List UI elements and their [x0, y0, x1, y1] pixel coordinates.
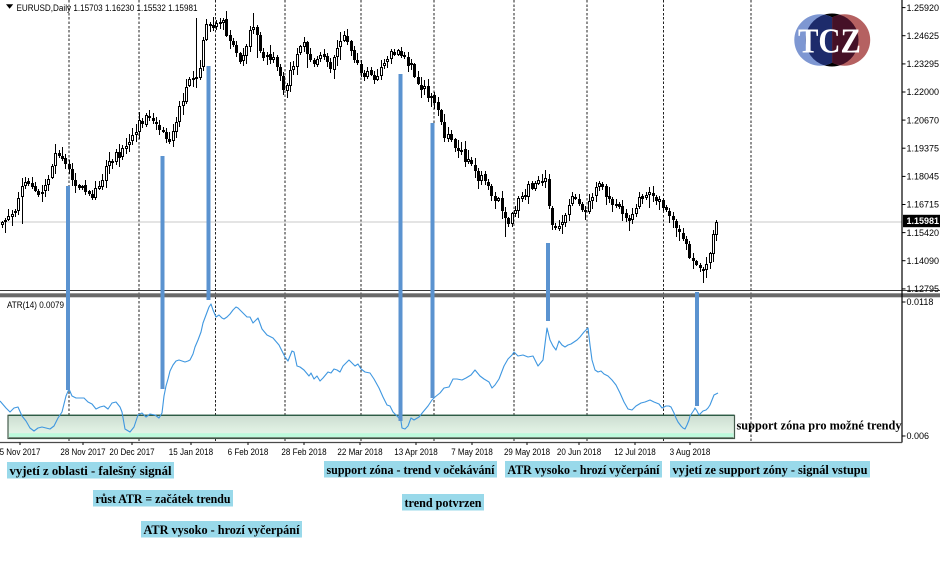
svg-text:1.19375: 1.19375	[907, 143, 940, 153]
svg-text:růst ATR = začátek trendu: růst ATR = začátek trendu	[96, 491, 231, 506]
svg-text:ATR(14) 0.0079: ATR(14) 0.0079	[7, 300, 64, 310]
svg-text:1.25920: 1.25920	[907, 3, 940, 13]
svg-text:ATR vysoko - hrozí vyčerpání: ATR vysoko - hrozí vyčerpání	[144, 522, 300, 537]
svg-text:6 Feb 2018: 6 Feb 2018	[228, 447, 269, 457]
svg-text:vyjetí ze support zóny - signá: vyjetí ze support zóny - signál vstupu	[673, 462, 868, 477]
svg-text:1.24625: 1.24625	[907, 31, 940, 41]
svg-text:1.23295: 1.23295	[907, 59, 940, 69]
svg-text:support zóna - trend v očekává: support zóna - trend v očekávání	[327, 462, 495, 477]
svg-text:5 Nov 2017: 5 Nov 2017	[0, 447, 40, 457]
svg-text:7 May 2018: 7 May 2018	[451, 447, 493, 457]
svg-text:20 Jun 2018: 20 Jun 2018	[557, 447, 601, 457]
svg-text:EURUSD,Daily 1.15703 1.16230: EURUSD,Daily 1.15703 1.16230 1.15532 1.1…	[17, 3, 198, 14]
svg-text:1.18045: 1.18045	[907, 172, 940, 182]
svg-text:ATR vysoko - hrozí vyčerpání: ATR vysoko - hrozí vyčerpání	[508, 462, 660, 477]
svg-text:0.0118: 0.0118	[907, 297, 934, 307]
svg-text:28 Nov 2017: 28 Nov 2017	[60, 447, 105, 457]
svg-text:28 Feb 2018: 28 Feb 2018	[281, 447, 326, 457]
svg-text:13 Apr 2018: 13 Apr 2018	[394, 447, 437, 457]
svg-text:1.22000: 1.22000	[907, 87, 940, 97]
svg-text:22 Mar 2018: 22 Mar 2018	[337, 447, 382, 457]
svg-text:1.14090: 1.14090	[907, 256, 940, 266]
svg-text:1.12795: 1.12795	[907, 284, 940, 294]
svg-text:1.16715: 1.16715	[907, 200, 940, 210]
svg-text:29 May 2018: 29 May 2018	[504, 447, 550, 457]
svg-text:trend potvrzen: trend potvrzen	[405, 495, 483, 510]
svg-text:support zóna pro možné trendy: support zóna pro možné trendy	[737, 418, 902, 433]
svg-text:1.15981: 1.15981	[907, 216, 940, 226]
svg-text:vyjetí z oblasti - falešný sig: vyjetí z oblasti - falešný signál	[10, 463, 172, 478]
svg-text:15 Jan 2018: 15 Jan 2018	[169, 447, 213, 457]
svg-text:12 Jul 2018: 12 Jul 2018	[614, 447, 656, 457]
svg-text:20 Dec 2017: 20 Dec 2017	[109, 447, 154, 457]
svg-text:0.006: 0.006	[907, 431, 930, 441]
svg-text:3 Aug 2018: 3 Aug 2018	[670, 447, 711, 457]
svg-text:TCZ: TCZ	[798, 22, 861, 61]
svg-text:1.15420: 1.15420	[907, 228, 940, 238]
svg-text:1.20670: 1.20670	[907, 115, 940, 125]
